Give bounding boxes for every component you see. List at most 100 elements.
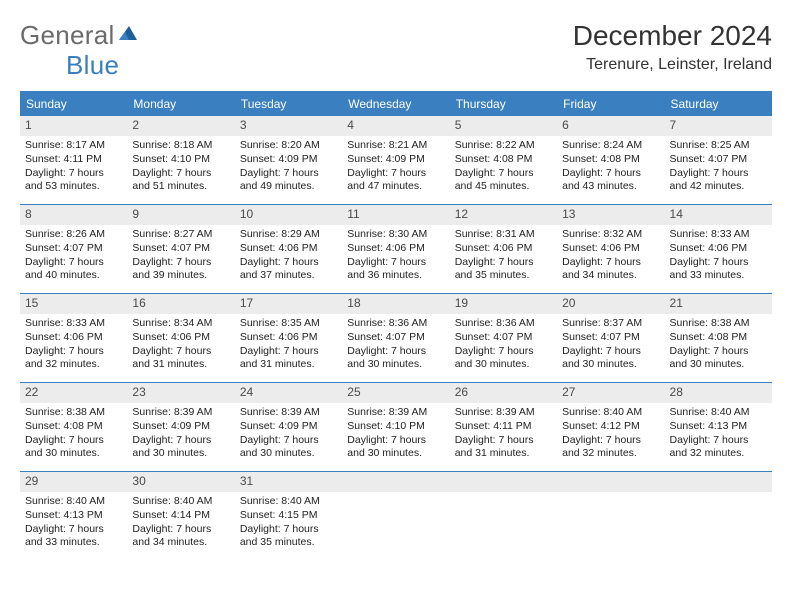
day-number: 4	[342, 116, 449, 136]
daylight-line: Daylight: 7 hours and 30 minutes.	[240, 434, 337, 462]
daylight-line: Daylight: 7 hours and 40 minutes.	[25, 256, 122, 284]
day-cell: 14Sunrise: 8:33 AMSunset: 4:06 PMDayligh…	[665, 205, 772, 293]
day-number: 29	[20, 472, 127, 492]
day-cell: 8Sunrise: 8:26 AMSunset: 4:07 PMDaylight…	[20, 205, 127, 293]
sunrise-line: Sunrise: 8:40 AM	[240, 495, 337, 509]
day-body: Sunrise: 8:37 AMSunset: 4:07 PMDaylight:…	[557, 314, 664, 376]
daylight-line: Daylight: 7 hours and 35 minutes.	[240, 523, 337, 551]
sunrise-line: Sunrise: 8:36 AM	[347, 317, 444, 331]
day-number: 23	[127, 383, 234, 403]
day-cell: 24Sunrise: 8:39 AMSunset: 4:09 PMDayligh…	[235, 383, 342, 471]
day-cell	[557, 472, 664, 560]
day-number: 17	[235, 294, 342, 314]
brand-text-blue: Blue	[66, 50, 119, 80]
day-number: 11	[342, 205, 449, 225]
sunrise-line: Sunrise: 8:25 AM	[670, 139, 767, 153]
day-cell: 18Sunrise: 8:36 AMSunset: 4:07 PMDayligh…	[342, 294, 449, 382]
day-number: 27	[557, 383, 664, 403]
day-body: Sunrise: 8:40 AMSunset: 4:13 PMDaylight:…	[20, 492, 127, 554]
weekday-tuesday: Tuesday	[235, 93, 342, 116]
day-body: Sunrise: 8:40 AMSunset: 4:12 PMDaylight:…	[557, 403, 664, 465]
sunset-line: Sunset: 4:07 PM	[455, 331, 552, 345]
day-body: Sunrise: 8:21 AMSunset: 4:09 PMDaylight:…	[342, 136, 449, 198]
day-body: Sunrise: 8:40 AMSunset: 4:14 PMDaylight:…	[127, 492, 234, 554]
day-number: 31	[235, 472, 342, 492]
daylight-line: Daylight: 7 hours and 31 minutes.	[240, 345, 337, 373]
day-body: Sunrise: 8:36 AMSunset: 4:07 PMDaylight:…	[450, 314, 557, 376]
weekday-wednesday: Wednesday	[342, 93, 449, 116]
day-number: 1	[20, 116, 127, 136]
daylight-line: Daylight: 7 hours and 32 minutes.	[562, 434, 659, 462]
daylight-line: Daylight: 7 hours and 37 minutes.	[240, 256, 337, 284]
week-row: 8Sunrise: 8:26 AMSunset: 4:07 PMDaylight…	[20, 204, 772, 293]
weekday-saturday: Saturday	[665, 93, 772, 116]
day-cell: 28Sunrise: 8:40 AMSunset: 4:13 PMDayligh…	[665, 383, 772, 471]
day-body: Sunrise: 8:36 AMSunset: 4:07 PMDaylight:…	[342, 314, 449, 376]
day-number	[342, 472, 449, 492]
day-body: Sunrise: 8:18 AMSunset: 4:10 PMDaylight:…	[127, 136, 234, 198]
day-number: 3	[235, 116, 342, 136]
day-cell: 22Sunrise: 8:38 AMSunset: 4:08 PMDayligh…	[20, 383, 127, 471]
day-number: 10	[235, 205, 342, 225]
daylight-line: Daylight: 7 hours and 32 minutes.	[25, 345, 122, 373]
sunset-line: Sunset: 4:11 PM	[455, 420, 552, 434]
sunrise-line: Sunrise: 8:20 AM	[240, 139, 337, 153]
day-number: 21	[665, 294, 772, 314]
sunrise-line: Sunrise: 8:39 AM	[240, 406, 337, 420]
sunset-line: Sunset: 4:15 PM	[240, 509, 337, 523]
sunset-line: Sunset: 4:09 PM	[240, 153, 337, 167]
week-row: 22Sunrise: 8:38 AMSunset: 4:08 PMDayligh…	[20, 382, 772, 471]
daylight-line: Daylight: 7 hours and 32 minutes.	[670, 434, 767, 462]
sunset-line: Sunset: 4:12 PM	[562, 420, 659, 434]
daylight-line: Daylight: 7 hours and 30 minutes.	[562, 345, 659, 373]
day-cell: 10Sunrise: 8:29 AMSunset: 4:06 PMDayligh…	[235, 205, 342, 293]
day-number: 9	[127, 205, 234, 225]
daylight-line: Daylight: 7 hours and 33 minutes.	[25, 523, 122, 551]
sunset-line: Sunset: 4:13 PM	[670, 420, 767, 434]
daylight-line: Daylight: 7 hours and 47 minutes.	[347, 167, 444, 195]
day-cell: 27Sunrise: 8:40 AMSunset: 4:12 PMDayligh…	[557, 383, 664, 471]
day-cell	[450, 472, 557, 560]
day-cell: 13Sunrise: 8:32 AMSunset: 4:06 PMDayligh…	[557, 205, 664, 293]
sunset-line: Sunset: 4:08 PM	[25, 420, 122, 434]
day-body: Sunrise: 8:33 AMSunset: 4:06 PMDaylight:…	[665, 225, 772, 287]
day-number: 8	[20, 205, 127, 225]
week-row: 1Sunrise: 8:17 AMSunset: 4:11 PMDaylight…	[20, 116, 772, 204]
day-cell: 6Sunrise: 8:24 AMSunset: 4:08 PMDaylight…	[557, 116, 664, 204]
sunrise-line: Sunrise: 8:33 AM	[670, 228, 767, 242]
sunrise-line: Sunrise: 8:40 AM	[25, 495, 122, 509]
day-number: 5	[450, 116, 557, 136]
daylight-line: Daylight: 7 hours and 31 minutes.	[455, 434, 552, 462]
weekday-header-row: Sunday Monday Tuesday Wednesday Thursday…	[20, 93, 772, 116]
day-cell: 4Sunrise: 8:21 AMSunset: 4:09 PMDaylight…	[342, 116, 449, 204]
weekday-sunday: Sunday	[20, 93, 127, 116]
day-number	[557, 472, 664, 492]
day-body: Sunrise: 8:17 AMSunset: 4:11 PMDaylight:…	[20, 136, 127, 198]
daylight-line: Daylight: 7 hours and 35 minutes.	[455, 256, 552, 284]
weekday-thursday: Thursday	[450, 93, 557, 116]
sunset-line: Sunset: 4:07 PM	[562, 331, 659, 345]
week-row: 29Sunrise: 8:40 AMSunset: 4:13 PMDayligh…	[20, 471, 772, 560]
day-body: Sunrise: 8:24 AMSunset: 4:08 PMDaylight:…	[557, 136, 664, 198]
sunrise-line: Sunrise: 8:18 AM	[132, 139, 229, 153]
sunset-line: Sunset: 4:14 PM	[132, 509, 229, 523]
sunrise-line: Sunrise: 8:39 AM	[347, 406, 444, 420]
sunset-line: Sunset: 4:06 PM	[347, 242, 444, 256]
day-cell: 21Sunrise: 8:38 AMSunset: 4:08 PMDayligh…	[665, 294, 772, 382]
sunrise-line: Sunrise: 8:32 AM	[562, 228, 659, 242]
day-number: 28	[665, 383, 772, 403]
sunset-line: Sunset: 4:08 PM	[670, 331, 767, 345]
day-number: 18	[342, 294, 449, 314]
daylight-line: Daylight: 7 hours and 34 minutes.	[132, 523, 229, 551]
daylight-line: Daylight: 7 hours and 30 minutes.	[132, 434, 229, 462]
day-body: Sunrise: 8:39 AMSunset: 4:10 PMDaylight:…	[342, 403, 449, 465]
day-body: Sunrise: 8:27 AMSunset: 4:07 PMDaylight:…	[127, 225, 234, 287]
day-body: Sunrise: 8:33 AMSunset: 4:06 PMDaylight:…	[20, 314, 127, 376]
brand-triangle-icon	[117, 22, 139, 49]
sunset-line: Sunset: 4:08 PM	[455, 153, 552, 167]
daylight-line: Daylight: 7 hours and 51 minutes.	[132, 167, 229, 195]
sunset-line: Sunset: 4:06 PM	[562, 242, 659, 256]
sunrise-line: Sunrise: 8:17 AM	[25, 139, 122, 153]
day-body: Sunrise: 8:39 AMSunset: 4:09 PMDaylight:…	[127, 403, 234, 465]
day-body: Sunrise: 8:35 AMSunset: 4:06 PMDaylight:…	[235, 314, 342, 376]
